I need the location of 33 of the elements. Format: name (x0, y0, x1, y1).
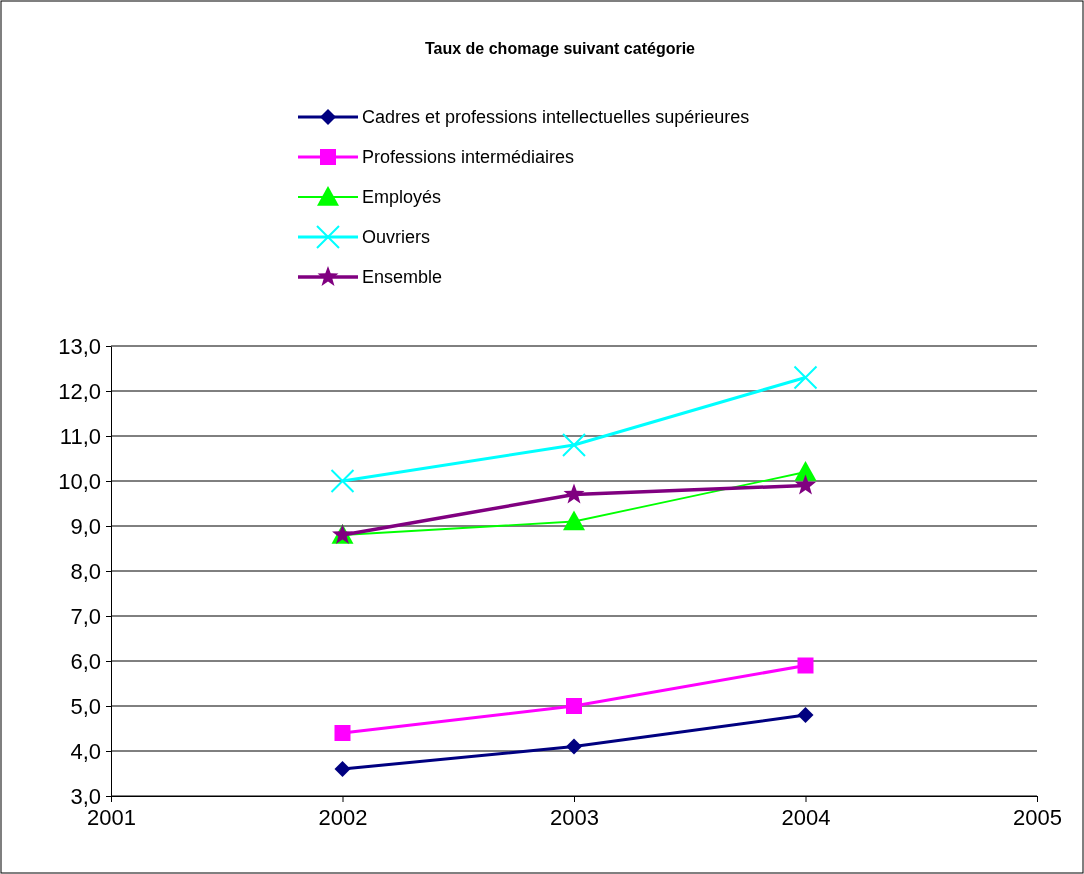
point (563, 510, 585, 531)
legend-label: Cadres et professions intellectuelles supérieures (362, 107, 750, 128)
y-tick-label: 8,0 (70, 558, 101, 584)
y-tick-label: 10,0 (58, 468, 101, 494)
point (794, 461, 817, 481)
point (793, 365, 818, 390)
y-tick-label: 5,0 (70, 693, 101, 719)
y-tick-label: 4,0 (70, 738, 101, 764)
x-tick-label: 2004 (781, 804, 831, 830)
point (795, 474, 816, 495)
point (562, 433, 586, 457)
x-tick-label: 2003 (550, 804, 599, 830)
point (563, 483, 585, 504)
point (566, 738, 582, 755)
point (797, 657, 814, 674)
point (797, 707, 814, 723)
y-tick-label: 13,0 (58, 333, 101, 359)
x-tick-label: 2002 (318, 804, 368, 830)
legend-label: Employés (362, 187, 442, 208)
legend-label: Ouvriers (362, 227, 431, 248)
y-tick-label: 11,0 (59, 423, 101, 449)
legend-label: Professions intermédiaires (362, 147, 575, 168)
point (334, 725, 351, 741)
chart-title: Taux de chomage suivant catégorie (424, 40, 696, 57)
legend-label: Ensemble (362, 267, 443, 288)
point (334, 761, 351, 777)
point (330, 469, 355, 493)
x-tick-label: 2005 (1013, 804, 1062, 830)
y-tick-label: 6,0 (70, 648, 101, 674)
point (566, 698, 582, 714)
y-tick-label: 7,0 (70, 603, 101, 629)
y-tick-label: 12,0 (58, 378, 101, 404)
y-tick-label: 9,0 (70, 513, 101, 539)
